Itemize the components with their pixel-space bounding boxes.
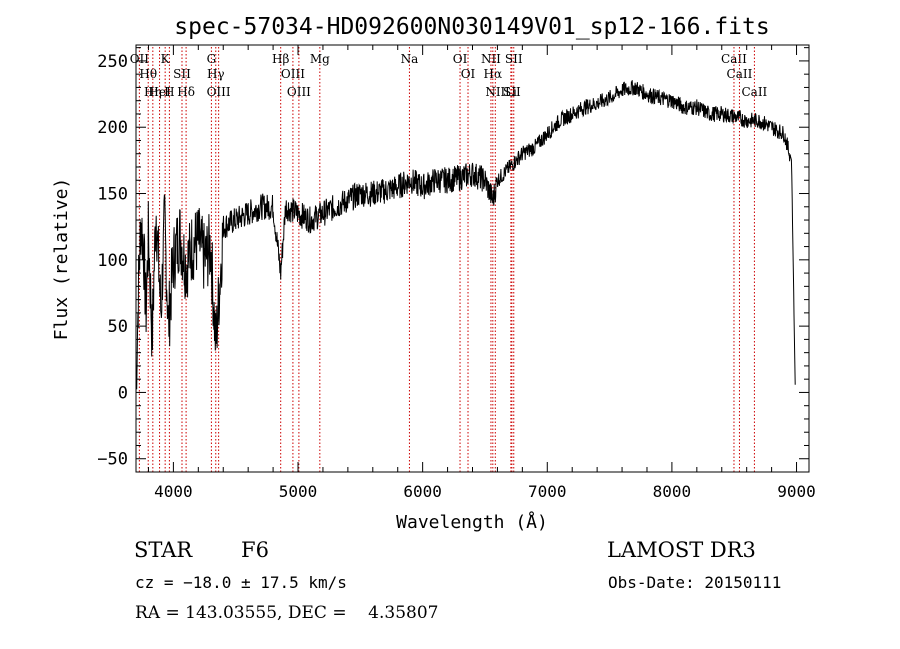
line-marker-label: CaII — [721, 52, 747, 66]
y-tick-label: 50 — [108, 317, 128, 337]
line-marker-label: OII — [130, 52, 150, 66]
line-marker-label: Hα — [484, 67, 503, 81]
line-marker-label: NII — [481, 52, 501, 66]
spectrum-series-line — [135, 80, 796, 394]
coordinates: RA = 143.03555, DEC = 4.35807 — [135, 603, 439, 623]
y-tick-label: 250 — [97, 52, 128, 72]
line-marker-label: OIII — [281, 67, 305, 81]
line-marker-label: Hγ — [207, 67, 225, 81]
line-marker-label: OI — [453, 52, 468, 66]
line-marker-label: HeI — [148, 85, 171, 99]
line-marker-label: OI — [461, 67, 476, 81]
object-subclass: F6 — [241, 538, 269, 562]
y-tick-label: 100 — [97, 251, 128, 271]
x-tick-label: 9000 — [777, 482, 816, 501]
x-axis: 4000 5000 6000 7000 8000 9000 — [147, 45, 816, 501]
line-marker-label: SII — [173, 67, 191, 81]
x-tick-label: 8000 — [653, 482, 692, 501]
line-marker-label: SII — [505, 52, 523, 66]
line-marker-label: SII — [503, 85, 521, 99]
line-marker-label: K — [161, 52, 171, 66]
redshift-value: cz = −18.0 ± 17.5 km/s — [135, 573, 347, 592]
line-marker-label: OIII — [207, 85, 231, 99]
chart-title: spec-57034-HD092600N030149V01_sp12-166.f… — [174, 14, 769, 40]
line-marker-label: CaII — [727, 67, 753, 81]
y-tick-label: 200 — [97, 118, 128, 138]
x-tick-label: 5000 — [279, 482, 318, 501]
line-marker-label: Hθ — [139, 67, 157, 81]
observation-date: Obs-Date: 20150111 — [608, 573, 782, 592]
y-tick-label: 0 — [118, 383, 128, 403]
line-marker-label: Hδ — [177, 85, 195, 99]
line-marker-label: Mg — [310, 52, 330, 66]
y-axis: −50 0 50 100 150 200 250 — [97, 47, 809, 473]
line-marker-label: Na — [401, 52, 419, 66]
x-tick-label: 7000 — [528, 482, 567, 501]
y-tick-label: 150 — [97, 185, 128, 205]
line-marker-label: NII — [485, 85, 505, 99]
survey-name: LAMOST DR3 — [607, 538, 756, 562]
line-marker-label: CaII — [741, 85, 767, 99]
line-marker-label: Li — [505, 85, 517, 99]
x-tick-label: 6000 — [403, 482, 442, 501]
line-marker-label: OIII — [287, 85, 311, 99]
line-marker-label: Hβ — [272, 52, 289, 66]
line-marker-label: G — [207, 52, 217, 66]
x-tick-label: 4000 — [154, 482, 193, 501]
y-tick-label: −50 — [97, 450, 128, 470]
line-marker-label: H — [164, 85, 174, 99]
y-axis-label: Flux (relative) — [51, 178, 72, 341]
object-class: STAR — [134, 538, 193, 562]
x-axis-label: Wavelength (Å) — [396, 511, 548, 533]
line-marker-label: Hη — [144, 85, 162, 99]
